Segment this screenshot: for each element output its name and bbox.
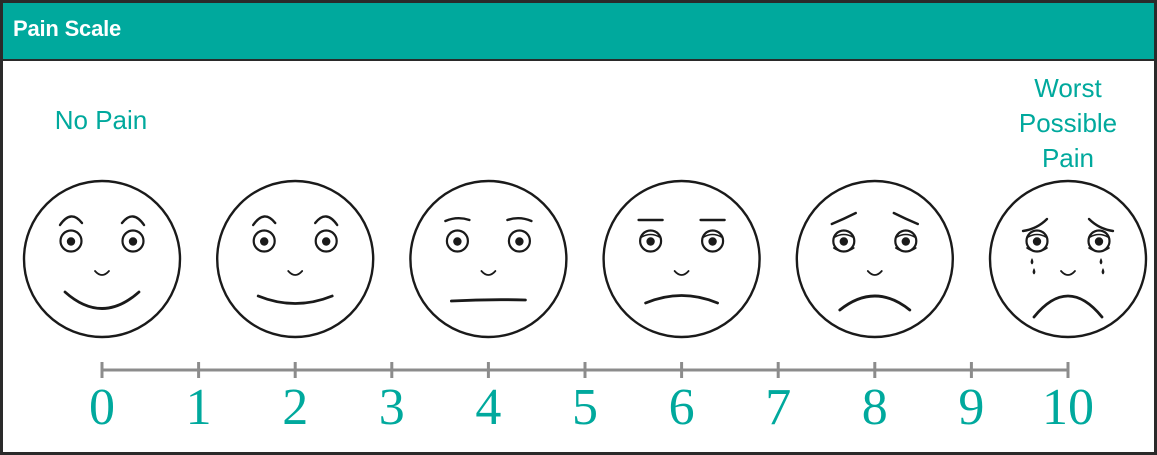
scale-group bbox=[100, 362, 1070, 378]
scale-number-6: 6 bbox=[669, 379, 695, 436]
scale-number-3: 3 bbox=[379, 379, 405, 436]
crying-face-icon bbox=[988, 179, 1148, 339]
slight-smile-face-icon bbox=[216, 179, 375, 339]
scale-numbers: 0 1 2 3 4 5 6 7 8 9 10 bbox=[89, 379, 1094, 436]
worst-pain-label-line1: Worst bbox=[1034, 73, 1102, 103]
scale-number-10: 10 bbox=[1042, 379, 1094, 436]
worst-pain-label-line2: Possible bbox=[1018, 108, 1118, 138]
scale-number-1: 1 bbox=[186, 379, 212, 436]
neutral-face-icon bbox=[409, 179, 568, 339]
page-title: Pain Scale bbox=[13, 16, 122, 41]
frowning-face-icon bbox=[602, 179, 761, 339]
worst-pain-label: Worst Possible Pain bbox=[993, 71, 1143, 176]
worst-pain-label-line3: Pain bbox=[1041, 143, 1095, 173]
no-pain-label: No Pain bbox=[54, 105, 148, 135]
scale-number-2: 2 bbox=[282, 379, 308, 436]
scale-number-9: 9 bbox=[958, 379, 984, 436]
smiling-face-icon bbox=[22, 179, 182, 339]
scale-number-0: 0 bbox=[89, 379, 115, 436]
scale-number-5: 5 bbox=[572, 379, 598, 436]
scale-number-4: 4 bbox=[475, 379, 501, 436]
header-bar: Pain Scale bbox=[3, 3, 1154, 61]
scale-number-8: 8 bbox=[862, 379, 888, 436]
scale-number-7: 7 bbox=[765, 379, 791, 436]
sad-face-icon bbox=[795, 179, 954, 339]
faces-group bbox=[22, 179, 1148, 339]
